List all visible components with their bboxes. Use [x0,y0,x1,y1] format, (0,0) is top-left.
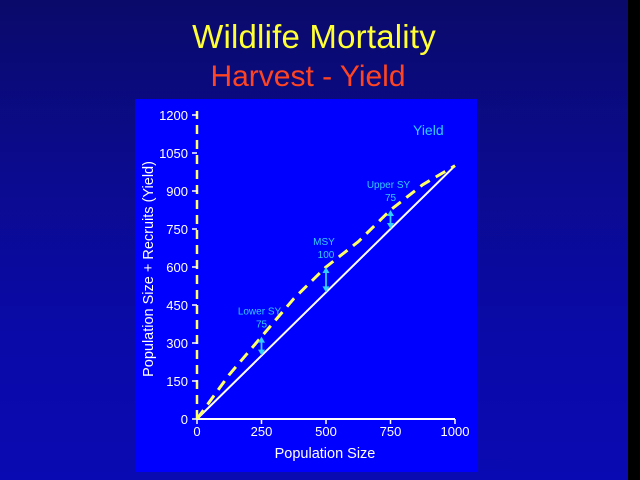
y-axis-title: Population Size + Recruits (Yield) [141,161,157,377]
y-tick-label: 150 [166,374,188,389]
annotation-label: MSY [313,237,335,248]
annotation-arrowhead-up [387,210,394,216]
slide-title: Wildlife Mortality [192,18,436,55]
annotation-arrowhead-down [258,349,265,356]
annotation-value: 75 [385,193,397,204]
annotation-arrowhead-down [322,286,330,293]
x-tick-label: 0 [193,424,200,439]
annotations-layer: Lower SY 75 MSY 100 Upper SY 75 [238,180,411,356]
annotation-arrowhead-up [322,267,330,273]
legend-label: Yield [413,122,444,138]
x-tick-label: 750 [380,424,402,439]
annotation-value: 100 [318,250,335,261]
y-tick-label: 1200 [159,108,188,123]
annotation-arrowhead-down [387,223,394,229]
x-tick-label: 250 [251,424,273,439]
y-tick-label: 300 [166,336,188,351]
slide-subtitle: Harvest - Yield [210,60,406,93]
replacement-line [196,164,456,420]
x-tick-label: 500 [315,424,337,439]
y-tick-label: 600 [166,260,188,275]
annotation-value: 75 [256,320,268,331]
yield-chart: 0 250 500 750 1000 0 150 300 450 600 750 900 1050 120… [141,108,469,462]
y-tick-label: 1050 [159,146,188,161]
y-tick-label: 900 [166,184,188,199]
axes-layer: 0 250 500 750 1000 0 150 300 450 600 750 900 1050 120… [159,108,469,439]
annotation-label: Upper SY [367,180,411,191]
chart-panel: 0 250 500 750 1000 0 150 300 450 600 750 900 1050 120… [135,99,477,472]
annotation-label: Lower SY [238,307,282,318]
y-tick-label: 750 [166,222,188,237]
y-tick-label: 0 [181,412,188,427]
annotation-arrowhead-up [258,336,265,343]
slide-right-border [628,0,640,480]
x-axis-title: Population Size [275,446,376,462]
x-tick-label: 1000 [441,424,470,439]
y-tick-label: 450 [166,298,188,313]
